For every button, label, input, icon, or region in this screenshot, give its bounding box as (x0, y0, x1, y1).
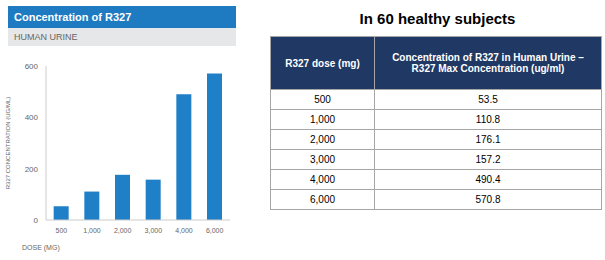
html-text:6,000: 6,000 (310, 194, 335, 205)
html-text:R327 dose (mg): R327 dose (mg) (285, 57, 360, 69)
html-text:110.8: 110.8 (475, 114, 501, 125)
html-text:HUMAN URINE: HUMAN URINE (14, 32, 78, 42)
svg-text:0: 0 (34, 216, 39, 225)
svg-text:R327 CONCENTRATION (UG/ML): R327 CONCENTRATION (UG/ML) (8, 97, 11, 190)
html-text:176.1: 176.1 (475, 134, 501, 145)
html-text:1,000: 1,000 (310, 114, 335, 125)
html-text:Concentration of R327 in Human: Concentration of R327 in Human Urine – R… (392, 52, 584, 74)
html-text:570.8: 570.8 (475, 194, 501, 205)
svg-text:200: 200 (25, 165, 39, 174)
html-text:500: 500 (314, 94, 331, 105)
html-text:2,000: 2,000 (310, 134, 335, 145)
svg-text:500: 500 (55, 227, 67, 234)
html-text:53.5: 53.5 (478, 94, 498, 105)
svg-text:2,000: 2,000 (114, 227, 132, 234)
svg-text:600: 600 (25, 62, 39, 71)
html-text:490.4: 490.4 (475, 174, 501, 185)
svg-text:DOSE (MG): DOSE (MG) (22, 244, 60, 252)
html-text:4,000: 4,000 (310, 174, 335, 185)
html-text:Concentration of R327: Concentration of R327 (14, 11, 132, 23)
html-text:157.2: 157.2 (475, 154, 501, 165)
svg-text:1,000: 1,000 (83, 227, 101, 234)
html-text:3,000: 3,000 (310, 154, 335, 165)
svg-text:400: 400 (25, 113, 39, 122)
svg-text:4,000: 4,000 (175, 227, 193, 234)
svg-text:6,000: 6,000 (206, 227, 224, 234)
svg-text:3,000: 3,000 (145, 227, 163, 234)
html-text:In 60 healthy subjects: In 60 healthy subjects (359, 10, 516, 27)
